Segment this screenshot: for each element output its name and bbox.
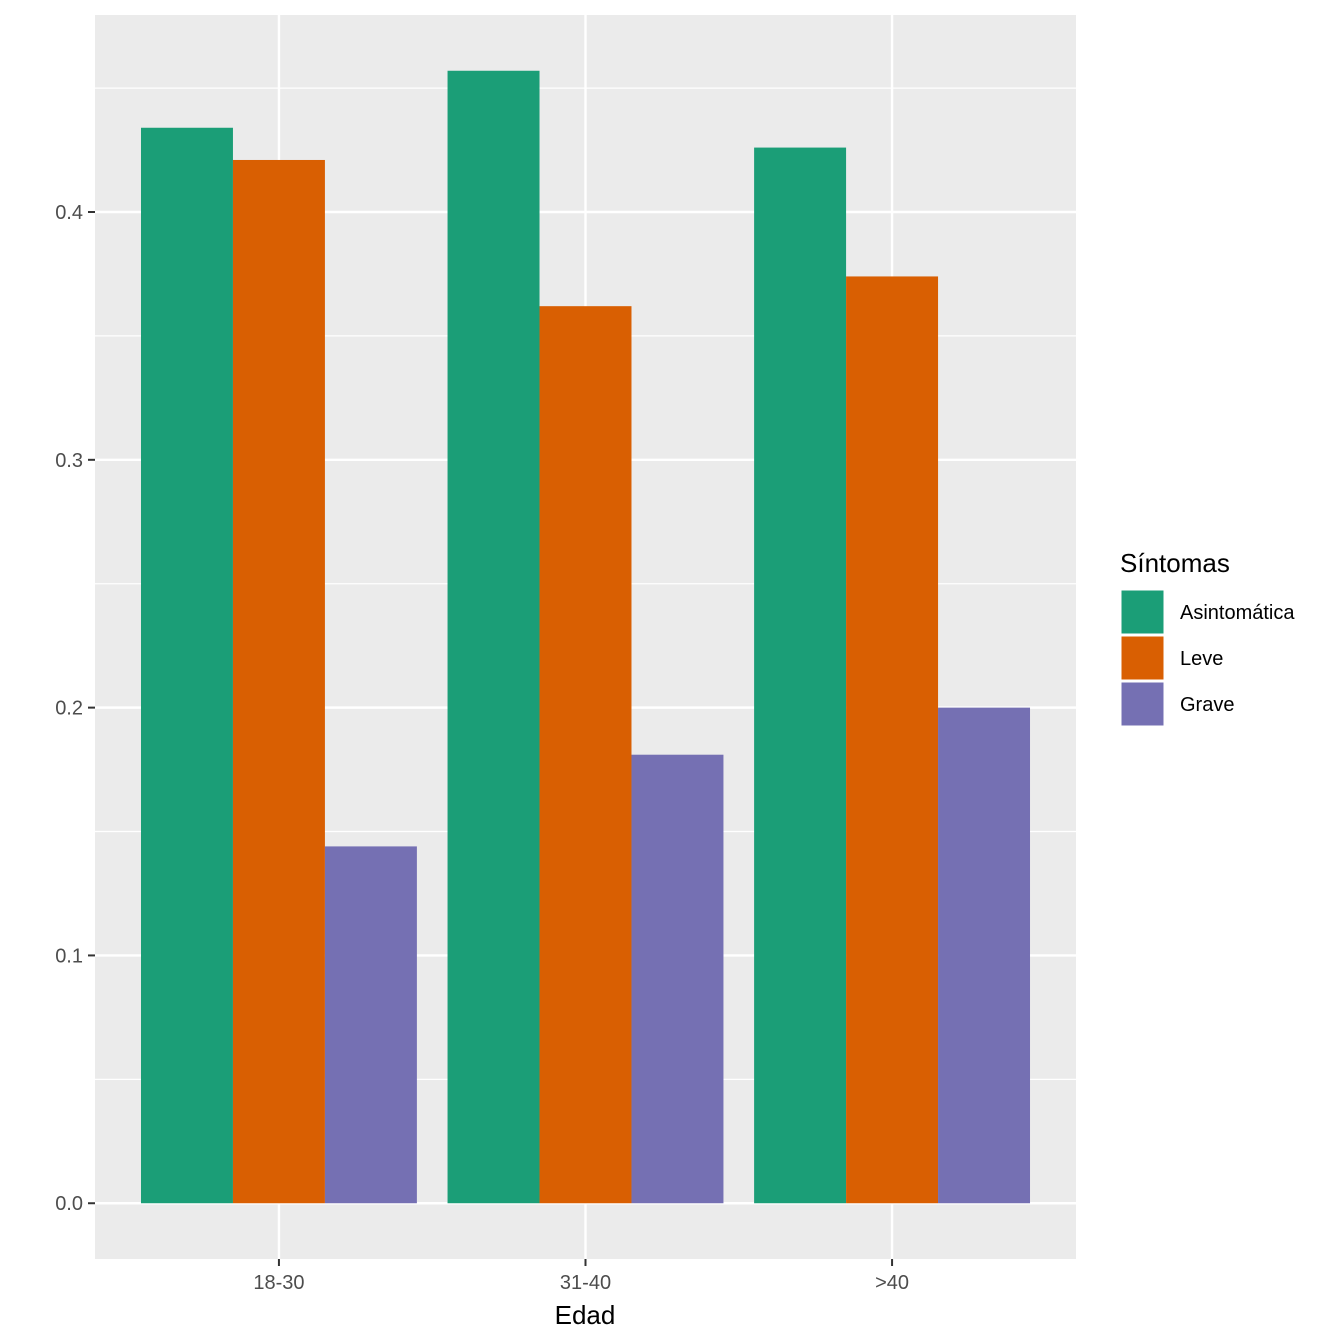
- bars: [140, 70, 1031, 1204]
- legend-title: Síntomas: [1120, 548, 1230, 578]
- legend-key: [1120, 589, 1165, 635]
- bar: [938, 707, 1031, 1204]
- y-tick-label: 0.1: [55, 945, 83, 967]
- y-axis: 0.0 0.1 0.2 0.3 0.4: [55, 202, 95, 1215]
- bar: [324, 846, 417, 1204]
- legend-label: Asintomática: [1180, 602, 1295, 624]
- x-axis: 18-30 31-40 >40: [253, 1259, 909, 1294]
- bar: [232, 159, 325, 1204]
- y-tick-label: 0.2: [55, 698, 83, 720]
- x-tick-label: 18-30: [253, 1272, 304, 1294]
- y-tick-label: 0.3: [55, 450, 83, 472]
- y-tick-label: 0.0: [55, 1193, 83, 1215]
- y-tick-label: 0.4: [55, 202, 83, 224]
- legend-key: [1120, 681, 1165, 727]
- x-tick-label: 31-40: [560, 1272, 611, 1294]
- bar: [846, 276, 939, 1204]
- bar: [754, 147, 847, 1204]
- x-tick-label: >40: [875, 1272, 909, 1294]
- bar: [140, 127, 233, 1204]
- legend-label: Grave: [1180, 694, 1234, 716]
- bar: [631, 754, 724, 1204]
- bar: [539, 306, 632, 1204]
- legend-key: [1120, 635, 1165, 681]
- x-axis-title: Edad: [555, 1300, 616, 1330]
- legend: Síntomas Asintomática Leve Grave: [1120, 548, 1295, 727]
- legend-label: Leve: [1180, 648, 1223, 670]
- bar: [447, 70, 540, 1204]
